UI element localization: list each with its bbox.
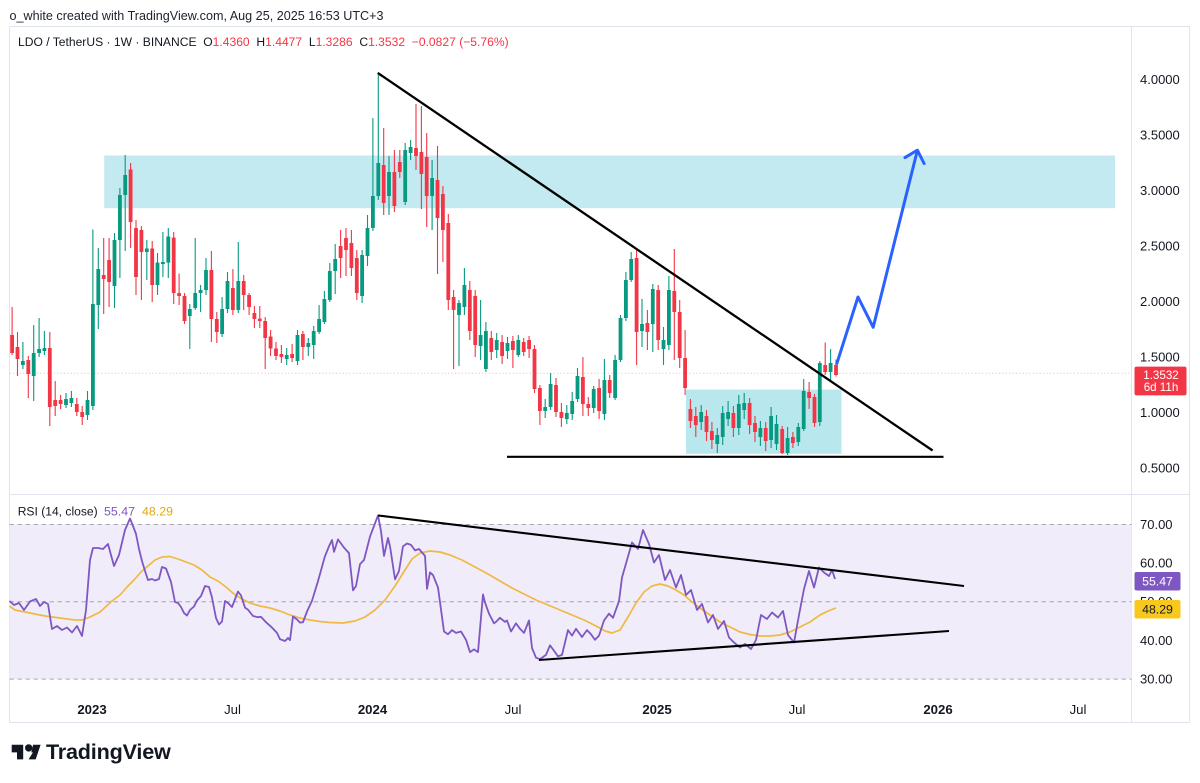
svg-text:TradingView: TradingView bbox=[46, 739, 171, 764]
svg-text:Jul: Jul bbox=[224, 702, 241, 717]
svg-text:o_white created with TradingVi: o_white created with TradingView.com, Au… bbox=[10, 9, 384, 23]
svg-text:2026: 2026 bbox=[923, 702, 952, 717]
svg-text:2.5000: 2.5000 bbox=[1140, 238, 1180, 253]
svg-text:1.0000: 1.0000 bbox=[1140, 405, 1180, 420]
svg-text:55.47: 55.47 bbox=[104, 505, 135, 519]
svg-text:48.29: 48.29 bbox=[142, 505, 173, 519]
svg-text:40.00: 40.00 bbox=[1140, 633, 1173, 648]
svg-text:Jul: Jul bbox=[505, 702, 522, 717]
svg-text:2.0000: 2.0000 bbox=[1140, 294, 1180, 309]
svg-text:1.3532: 1.3532 bbox=[1143, 369, 1178, 382]
svg-text:2023: 2023 bbox=[77, 702, 106, 717]
svg-text:6d 11h: 6d 11h bbox=[1144, 381, 1179, 394]
svg-text:1.5000: 1.5000 bbox=[1140, 349, 1180, 364]
svg-text:Jul: Jul bbox=[789, 702, 806, 717]
svg-text:0.5000: 0.5000 bbox=[1140, 460, 1180, 475]
svg-text:2024: 2024 bbox=[358, 702, 388, 717]
svg-text:60.00: 60.00 bbox=[1140, 555, 1173, 570]
svg-text:4.0000: 4.0000 bbox=[1140, 72, 1180, 87]
svg-text:30.00: 30.00 bbox=[1140, 671, 1173, 686]
svg-text:3.0000: 3.0000 bbox=[1140, 183, 1180, 198]
svg-text:70.00: 70.00 bbox=[1140, 517, 1173, 532]
svg-text:LDO / TetherUS · 1W · BINANCE: LDO / TetherUS · 1W · BINANCE O1.4360 H1… bbox=[18, 35, 509, 49]
svg-text:48.29: 48.29 bbox=[1142, 603, 1173, 617]
svg-text:3.5000: 3.5000 bbox=[1140, 127, 1180, 142]
svg-text:55.47: 55.47 bbox=[1142, 575, 1173, 589]
svg-text:2025: 2025 bbox=[642, 702, 671, 717]
svg-text:RSI (14, close): RSI (14, close) bbox=[18, 505, 98, 519]
svg-text:Jul: Jul bbox=[1070, 702, 1087, 717]
